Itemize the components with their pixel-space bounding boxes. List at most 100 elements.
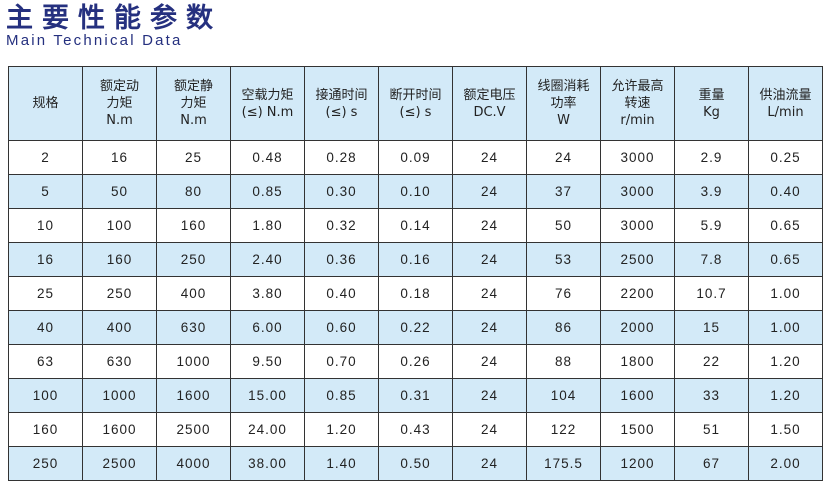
table-row: 40 400 630 6.00 0.60 0.22 24 86 2000 15 1.00 xyxy=(8,310,823,345)
table-cell: 0.48 xyxy=(230,140,305,175)
table-cell: 24 xyxy=(452,344,527,379)
table-cell: 2 xyxy=(8,140,83,175)
column-header-line: N.m xyxy=(106,113,133,128)
table-cell: 630 xyxy=(82,344,157,379)
table-cell: 100 xyxy=(8,378,83,413)
table-cell: 250 xyxy=(82,276,157,311)
table-cell: 630 xyxy=(156,310,231,345)
table-cell: 0.65 xyxy=(748,242,823,277)
table-cell: 122 xyxy=(526,412,601,447)
table-cell: 3000 xyxy=(600,174,675,209)
column-header-line: Kg xyxy=(703,104,720,120)
table-row: 250 2500 4000 38.00 1.40 0.50 24 175.5 1200 67 2.0… xyxy=(8,446,823,481)
table-cell: 2000 xyxy=(600,310,675,345)
table-row: 63 630 1000 9.50 0.70 0.26 24 88 1800 22 1.20 xyxy=(8,344,823,379)
table-cell: 51 xyxy=(674,412,749,447)
table-cell: 86 xyxy=(526,310,601,345)
column-header: 断开时间 (≤) s xyxy=(378,66,453,141)
table-cell: 50 xyxy=(526,208,601,243)
table-cell: 76 xyxy=(526,276,601,311)
column-header-line: 接通时间 xyxy=(315,87,368,103)
table-cell: 0.32 xyxy=(304,208,379,243)
table-cell: 4000 xyxy=(156,446,231,481)
table-cell: 24 xyxy=(452,140,527,175)
table-cell: 0.26 xyxy=(378,344,453,379)
table-cell: 1600 xyxy=(156,378,231,413)
table-cell: 0.30 xyxy=(304,174,379,209)
table-row: 25 250 400 3.80 0.40 0.18 24 76 2200 10.7 1.00 xyxy=(8,276,823,311)
table-cell: 15.00 xyxy=(230,378,305,413)
technical-data-table: 规格 额定动 力矩 N.m 额定静 力矩 N.m 空载力矩 (≤) N.m 接通时间 (≤) s 断开… xyxy=(8,66,823,481)
table-cell: 63 xyxy=(8,344,83,379)
table-cell: 1800 xyxy=(600,344,675,379)
table-cell: 2200 xyxy=(600,276,675,311)
table-cell: 24 xyxy=(452,174,527,209)
table-cell: 0.16 xyxy=(378,242,453,277)
column-header-line: 转速 xyxy=(624,96,651,111)
column-header-line: 额定电压 xyxy=(463,87,516,103)
table-cell: 0.25 xyxy=(748,140,823,175)
table-cell: 400 xyxy=(156,276,231,311)
table-cell: 2.9 xyxy=(674,140,749,175)
page-subtitle: Main Technical Data xyxy=(6,32,183,49)
table-cell: 0.14 xyxy=(378,208,453,243)
column-header: 重量 Kg xyxy=(674,66,749,141)
table-cell: 400 xyxy=(82,310,157,345)
column-header-line: DC.V xyxy=(473,104,506,120)
table-cell: 3.80 xyxy=(230,276,305,311)
table-cell: 0.40 xyxy=(304,276,379,311)
table-cell: 104 xyxy=(526,378,601,413)
table-cell: 24 xyxy=(452,208,527,243)
column-header: 额定静 力矩 N.m xyxy=(156,66,231,141)
column-header: 额定电压 DC.V xyxy=(452,66,527,141)
table-cell: 0.85 xyxy=(230,174,305,209)
table-cell: 250 xyxy=(8,446,83,481)
table-cell: 24 xyxy=(452,242,527,277)
column-header-line: 功率 xyxy=(550,96,577,111)
table-cell: 2500 xyxy=(600,242,675,277)
column-header-line: L/min xyxy=(767,104,804,120)
table-cell: 24 xyxy=(452,412,527,447)
table-cell: 0.18 xyxy=(378,276,453,311)
table-cell: 1.20 xyxy=(304,412,379,447)
table-cell: 1.00 xyxy=(748,276,823,311)
table-cell: 88 xyxy=(526,344,601,379)
table-cell: 0.43 xyxy=(378,412,453,447)
column-header-line: (≤) N.m xyxy=(241,104,294,120)
column-header-line: 空载力矩 xyxy=(241,87,294,103)
table-cell: 0.50 xyxy=(378,446,453,481)
table-cell: 1.40 xyxy=(304,446,379,481)
table-cell: 0.10 xyxy=(378,174,453,209)
table-cell: 7.8 xyxy=(674,242,749,277)
column-header-line: 断开时间 xyxy=(389,87,442,103)
table-cell: 10.7 xyxy=(674,276,749,311)
column-header: 空载力矩 (≤) N.m xyxy=(230,66,305,141)
column-header-line: r/min xyxy=(620,113,655,128)
table-row: 10 100 160 1.80 0.32 0.14 24 50 3000 5.9 0.65 xyxy=(8,208,823,243)
table-header-row: 规格 额定动 力矩 N.m 额定静 力矩 N.m 空载力矩 (≤) N.m 接通时间 (≤) s 断开… xyxy=(8,66,823,141)
table-cell: 160 xyxy=(82,242,157,277)
table-cell: 0.40 xyxy=(748,174,823,209)
table-cell: 2500 xyxy=(156,412,231,447)
column-header-line: (≤) s xyxy=(325,104,358,120)
table-row: 100 1000 1600 15.00 0.85 0.31 24 104 1600 33 1.20 xyxy=(8,378,823,413)
column-header-line: 线圈消耗 xyxy=(537,79,590,94)
table-cell: 2.00 xyxy=(748,446,823,481)
column-header-line: 重量 xyxy=(698,87,725,103)
table-cell: 16 xyxy=(82,140,157,175)
column-header-line: 力矩 xyxy=(106,96,133,111)
column-header-line: 额定动 xyxy=(99,79,139,94)
table-cell: 175.5 xyxy=(526,446,601,481)
table-cell: 24 xyxy=(452,310,527,345)
table-cell: 80 xyxy=(156,174,231,209)
table-cell: 0.60 xyxy=(304,310,379,345)
table-cell: 160 xyxy=(156,208,231,243)
table-cell: 24 xyxy=(526,140,601,175)
column-header-line: 额定静 xyxy=(173,79,213,94)
column-header: 规格 xyxy=(8,66,83,141)
table-cell: 1200 xyxy=(600,446,675,481)
table-cell: 0.09 xyxy=(378,140,453,175)
table-cell: 1000 xyxy=(156,344,231,379)
column-header: 供油流量 L/min xyxy=(748,66,823,141)
table-cell: 1.20 xyxy=(748,344,823,379)
